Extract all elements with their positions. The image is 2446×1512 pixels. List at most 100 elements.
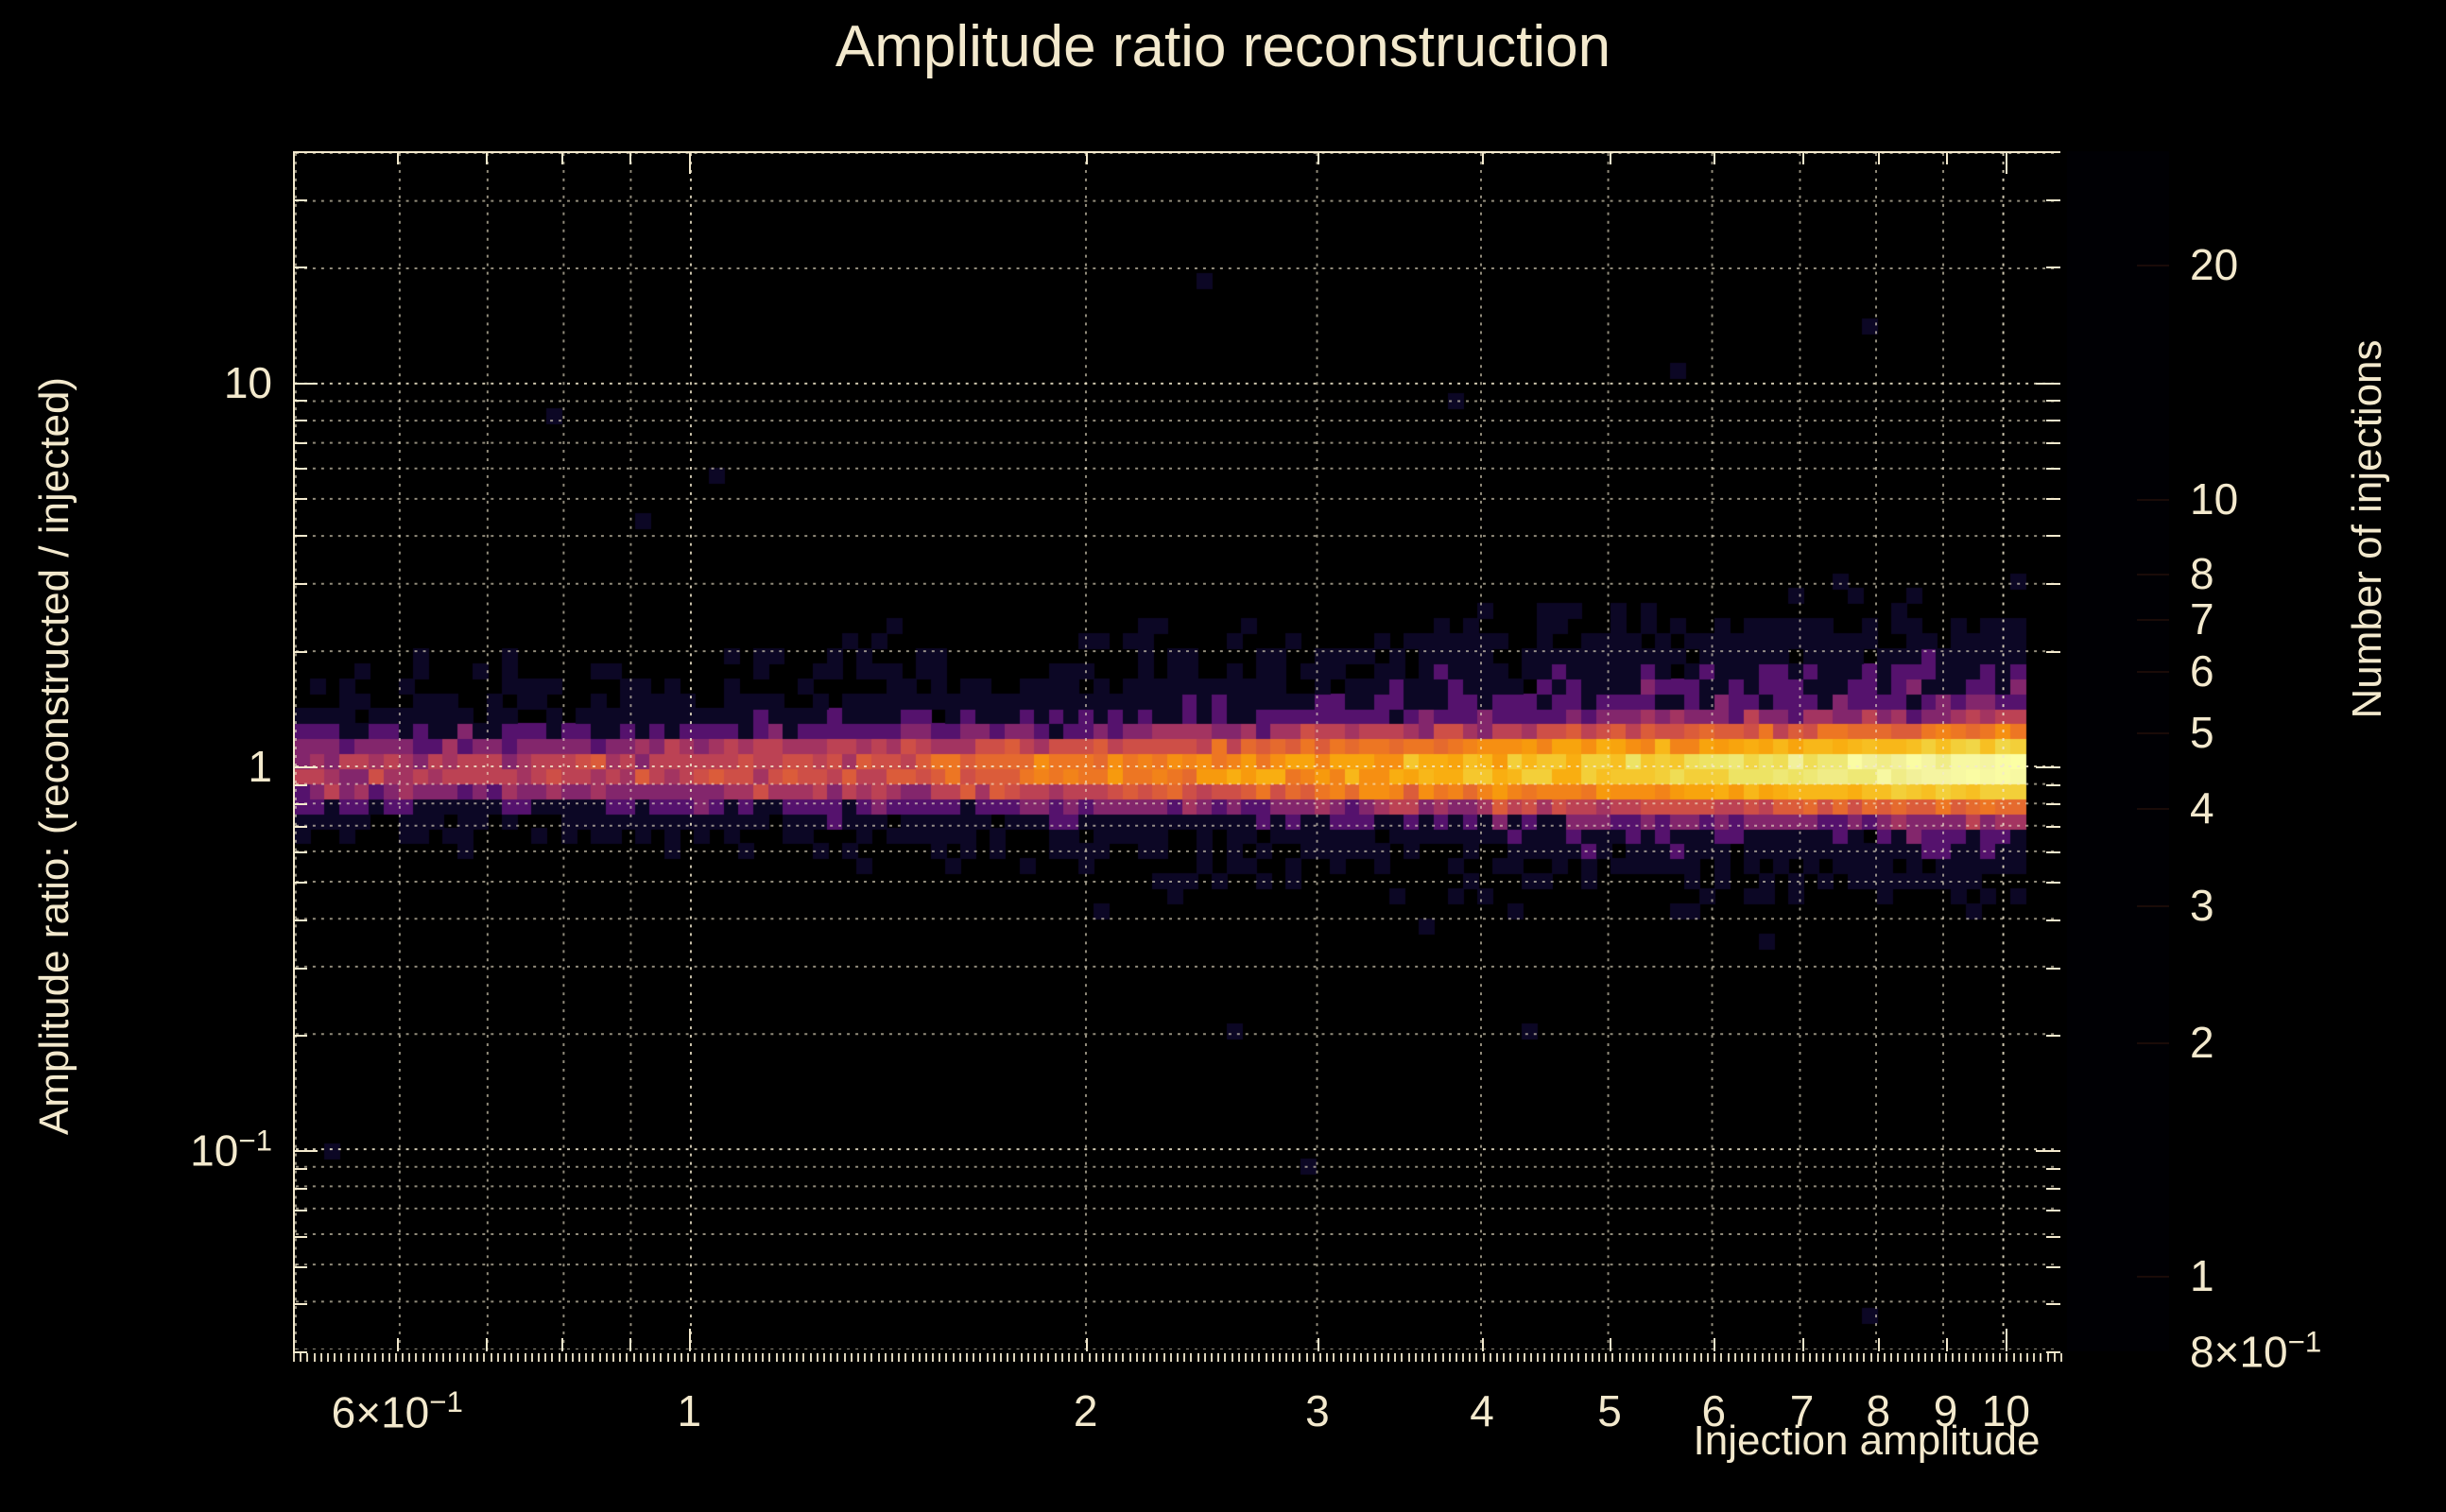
x-minor-comb xyxy=(1183,1353,1186,1362)
y-tick-mark xyxy=(2046,441,2060,444)
x-minor-comb xyxy=(585,1353,588,1362)
x-minor-comb xyxy=(870,1353,873,1362)
x-minor-comb xyxy=(1407,1353,1410,1362)
x-minor-comb xyxy=(1496,1353,1499,1362)
x-minor-comb xyxy=(1177,1353,1179,1362)
colorbar-tick-mark xyxy=(2137,732,2169,735)
x-minor-comb xyxy=(918,1353,921,1362)
x-minor-comb xyxy=(1938,1353,1940,1362)
colorbar-tick-label: 10 xyxy=(2190,473,2239,524)
x-minor-comb xyxy=(402,1353,405,1362)
x-minor-comb xyxy=(1217,1353,1220,1362)
y-tick-label: 10 xyxy=(223,357,272,407)
colorbar-tick-mark xyxy=(2137,808,2169,811)
x-minor-comb xyxy=(1910,1353,1913,1362)
x-minor-comb xyxy=(653,1353,656,1362)
x-minor-comb xyxy=(1462,1353,1465,1362)
x-minor-comb xyxy=(1414,1353,1417,1362)
x-minor-comb xyxy=(1244,1353,1247,1362)
colorbar-tick-mark xyxy=(2137,671,2169,674)
x-tick-mark xyxy=(1945,1338,1948,1351)
x-minor-comb xyxy=(1278,1353,1281,1362)
y-tick-mark xyxy=(2046,1035,2060,1038)
x-tick-mark xyxy=(1945,151,1948,164)
x-minor-comb xyxy=(1985,1353,1988,1362)
x-tick-mark xyxy=(397,151,400,164)
x-tick-label: 8 xyxy=(1866,1386,1891,1435)
x-minor-comb xyxy=(1591,1353,1593,1362)
x-minor-comb xyxy=(1992,1353,1995,1362)
x-minor-comb xyxy=(1611,1353,1614,1362)
x-minor-comb xyxy=(1441,1353,1444,1362)
x-tick-mark xyxy=(1610,1338,1611,1351)
x-minor-comb xyxy=(666,1353,669,1362)
y-tick-mark xyxy=(2046,882,2060,885)
x-minor-comb xyxy=(646,1353,648,1362)
x-minor-comb xyxy=(1931,1353,1934,1362)
x-tick-mark xyxy=(561,1338,564,1351)
x-minor-comb xyxy=(422,1353,424,1362)
x-minor-comb xyxy=(1748,1353,1750,1362)
x-minor-comb xyxy=(1231,1353,1233,1362)
x-minor-comb xyxy=(1890,1353,1893,1362)
colorbar-tick-label: 8×10−1 xyxy=(2190,1325,2322,1377)
x-minor-comb xyxy=(1584,1353,1587,1362)
y-tick-mark xyxy=(293,1150,318,1153)
x-minor-comb xyxy=(768,1353,771,1362)
y-tick-mark xyxy=(2046,967,2060,970)
colorbar-tick-mark xyxy=(2137,265,2169,267)
x-minor-comb xyxy=(1631,1353,1634,1362)
x-minor-comb xyxy=(1842,1353,1845,1362)
y-tick-mark xyxy=(2036,766,2060,769)
y-tick-mark xyxy=(293,266,307,269)
x-tick-label: 6×10−1 xyxy=(331,1385,463,1437)
x-tick-label: 6 xyxy=(1701,1386,1727,1435)
x-minor-comb xyxy=(530,1353,533,1362)
x-minor-comb xyxy=(1156,1353,1159,1362)
x-minor-comb xyxy=(1822,1353,1825,1362)
x-minor-comb xyxy=(1020,1353,1023,1362)
x-minor-comb xyxy=(1707,1353,1709,1362)
x-minor-comb xyxy=(1740,1353,1743,1362)
x-minor-comb xyxy=(789,1353,792,1362)
y-tick-mark xyxy=(293,583,307,586)
x-minor-comb xyxy=(1387,1353,1389,1362)
x-minor-comb xyxy=(952,1353,955,1362)
x-minor-comb xyxy=(856,1353,859,1362)
x-tick-mark xyxy=(1317,151,1319,164)
x-minor-comb xyxy=(1489,1353,1491,1362)
x-minor-comb xyxy=(680,1353,682,1362)
y-tick-mark xyxy=(293,498,307,501)
x-minor-comb xyxy=(347,1353,350,1362)
y-tick-mark xyxy=(293,1035,307,1038)
colorbar-tick-mark xyxy=(2137,1041,2169,1044)
x-minor-comb xyxy=(1373,1353,1376,1362)
x-minor-comb xyxy=(1258,1353,1261,1362)
x-minor-comb xyxy=(1197,1353,1199,1362)
x-minor-comb xyxy=(1094,1353,1097,1362)
colorbar xyxy=(2067,151,2169,1351)
x-minor-comb xyxy=(728,1353,731,1362)
x-minor-comb xyxy=(571,1353,574,1362)
x-minor-comb xyxy=(496,1353,499,1362)
y-tick-mark xyxy=(293,803,307,806)
x-tick-mark xyxy=(1878,151,1881,164)
x-minor-comb xyxy=(714,1353,716,1362)
colorbar-tick-label: 3 xyxy=(2190,880,2214,930)
x-minor-comb xyxy=(1265,1353,1267,1362)
x-minor-comb xyxy=(1054,1353,1057,1362)
x-minor-comb xyxy=(1733,1353,1736,1362)
colorbar-tick-mark xyxy=(2137,1276,2169,1279)
x-minor-comb xyxy=(2046,1353,2049,1362)
x-tick-mark xyxy=(1482,1338,1484,1351)
heatmap-plot-area xyxy=(293,151,2062,1353)
x-minor-comb xyxy=(1924,1353,1927,1362)
colorbar-tick-label: 1 xyxy=(2190,1251,2214,1301)
y-tick-mark xyxy=(2046,650,2060,653)
x-minor-comb xyxy=(958,1353,961,1362)
x-minor-comb xyxy=(734,1353,737,1362)
y-tick-mark xyxy=(293,467,307,470)
x-minor-comb xyxy=(592,1353,594,1362)
x-minor-comb xyxy=(1999,1353,2002,1362)
x-minor-comb xyxy=(340,1353,343,1362)
